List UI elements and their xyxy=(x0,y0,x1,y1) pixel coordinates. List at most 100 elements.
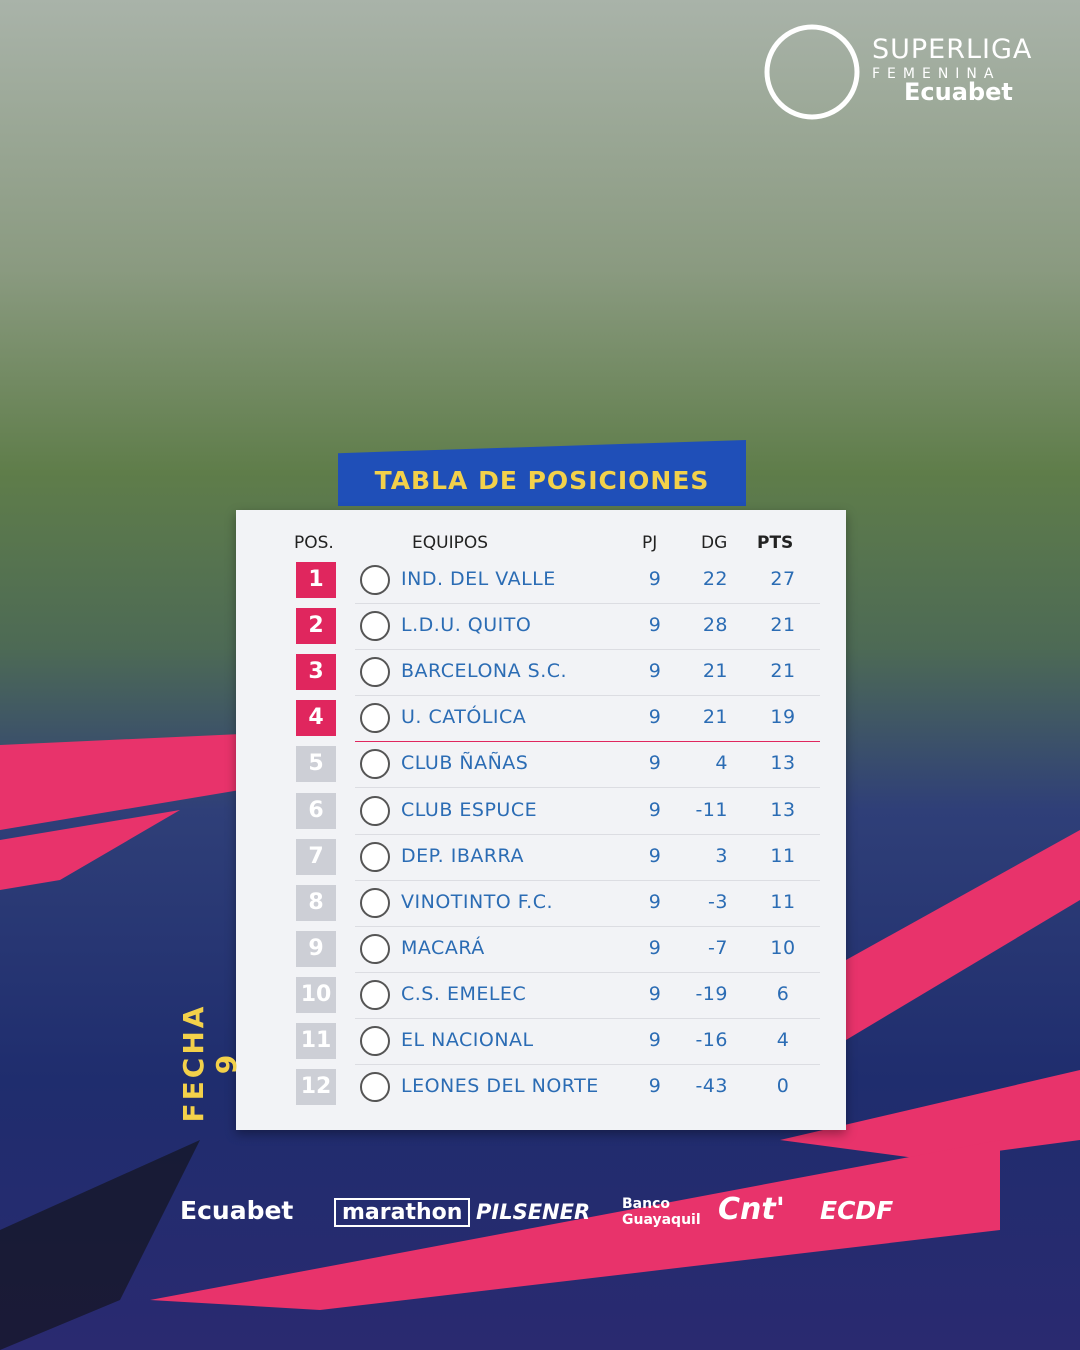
team-name: U. CATÓLICA xyxy=(401,706,527,729)
played: 9 xyxy=(648,614,662,637)
sponsor: Guayaquil xyxy=(622,1212,701,1228)
points: 21 xyxy=(770,660,796,683)
row-separator xyxy=(355,787,820,789)
team-name: IND. DEL VALLE xyxy=(401,568,556,590)
team-logo xyxy=(360,887,390,918)
goal-diff: -3 xyxy=(708,890,728,913)
team-logo xyxy=(360,979,390,1010)
brand-line: FEMENINA xyxy=(872,66,1001,82)
points: 19 xyxy=(770,706,796,729)
points: 0 xyxy=(776,1075,790,1098)
row-separator xyxy=(355,879,820,881)
position: 8 xyxy=(296,884,336,921)
row-separator xyxy=(355,833,820,835)
position: 2 xyxy=(296,608,336,645)
position: 10 xyxy=(296,976,336,1013)
sponsor: Cnt' xyxy=(718,1192,785,1227)
row-separator xyxy=(355,971,820,973)
goal-diff: 22 xyxy=(702,568,728,590)
table-panel xyxy=(236,510,846,1130)
goal-diff: -16 xyxy=(695,1029,728,1051)
row-separator xyxy=(355,1017,820,1019)
team-name: MACARÁ xyxy=(401,936,485,959)
played: 9 xyxy=(648,982,662,1005)
team-name: LEONES DEL NORTE xyxy=(401,1075,599,1098)
title: TABLA DE POSICIONES xyxy=(374,466,710,495)
played: 9 xyxy=(648,706,662,729)
round-label: FECHA 9 xyxy=(177,1003,243,1123)
column-header: DG xyxy=(701,533,728,553)
goal-diff: -43 xyxy=(695,1075,728,1098)
sponsor: ECDF xyxy=(820,1196,894,1225)
sponsor: Banco xyxy=(622,1196,671,1212)
points: 21 xyxy=(770,614,796,637)
row-separator xyxy=(355,695,820,697)
position: 11 xyxy=(296,1023,336,1059)
played: 9 xyxy=(648,660,662,683)
title-banner xyxy=(338,440,746,506)
points: 11 xyxy=(770,890,796,913)
team-name: C.S. EMELEC xyxy=(401,982,527,1005)
team-logo xyxy=(360,841,390,872)
position: 7 xyxy=(296,838,336,875)
position: 9 xyxy=(296,930,336,967)
goal-diff: 3 xyxy=(715,844,728,867)
row-separator xyxy=(355,603,820,604)
column-header: PJ xyxy=(642,533,658,553)
brand-line: Ecuabet xyxy=(904,78,1013,106)
goal-diff: -19 xyxy=(695,982,728,1005)
sponsor: marathon xyxy=(334,1198,471,1227)
position: 4 xyxy=(296,700,336,737)
column-header: PTS xyxy=(757,533,794,553)
points: 11 xyxy=(770,844,796,867)
team-name: L.D.U. QUITO xyxy=(401,614,532,637)
position: 6 xyxy=(296,792,336,829)
team-name: CLUB ESPUCE xyxy=(401,798,538,821)
position: 1 xyxy=(296,562,336,598)
points: 13 xyxy=(770,752,796,775)
points: 6 xyxy=(776,982,790,1005)
points: 10 xyxy=(770,936,796,959)
points: 27 xyxy=(770,568,796,590)
team-logo xyxy=(360,703,390,734)
team-logo xyxy=(360,1072,390,1103)
team-name: BARCELONA S.C. xyxy=(401,660,568,683)
goal-diff: 21 xyxy=(702,706,728,729)
played: 9 xyxy=(648,890,662,913)
played: 9 xyxy=(648,568,662,590)
team-logo xyxy=(360,565,390,595)
played: 9 xyxy=(648,844,662,867)
team-name: DEP. IBARRA xyxy=(401,844,524,867)
goal-diff: 4 xyxy=(715,752,728,775)
team-logo xyxy=(360,795,390,826)
column-header: POS. xyxy=(294,533,334,553)
team-name: VINOTINTO F.C. xyxy=(401,890,554,913)
column-header: EQUIPOS xyxy=(412,533,489,553)
row-separator xyxy=(355,1064,820,1065)
sponsor: Ecuabet xyxy=(180,1196,294,1225)
team-logo xyxy=(360,933,390,964)
goal-diff: 28 xyxy=(702,614,728,637)
played: 9 xyxy=(648,752,662,775)
team-logo xyxy=(360,657,390,688)
team-logo xyxy=(360,749,390,780)
row-separator xyxy=(355,741,820,743)
team-logo xyxy=(360,1026,390,1056)
position: 5 xyxy=(296,746,336,783)
brand-line: SUPERLIGA xyxy=(872,34,1033,65)
brand: SUPERLIGA FEMENINA Ecuabet xyxy=(768,30,1058,120)
row-separator xyxy=(355,649,820,651)
sponsor: PILSENER xyxy=(476,1200,591,1224)
played: 9 xyxy=(648,1075,662,1098)
team-name: CLUB ÑAÑAS xyxy=(401,752,529,775)
played: 9 xyxy=(648,936,662,959)
goal-diff: -11 xyxy=(695,798,728,821)
position: 12 xyxy=(296,1069,336,1106)
goal-diff: -7 xyxy=(708,936,728,959)
goal-diff: 21 xyxy=(702,660,728,683)
points: 4 xyxy=(776,1029,790,1051)
row-separator xyxy=(355,925,820,927)
played: 9 xyxy=(648,1029,662,1051)
